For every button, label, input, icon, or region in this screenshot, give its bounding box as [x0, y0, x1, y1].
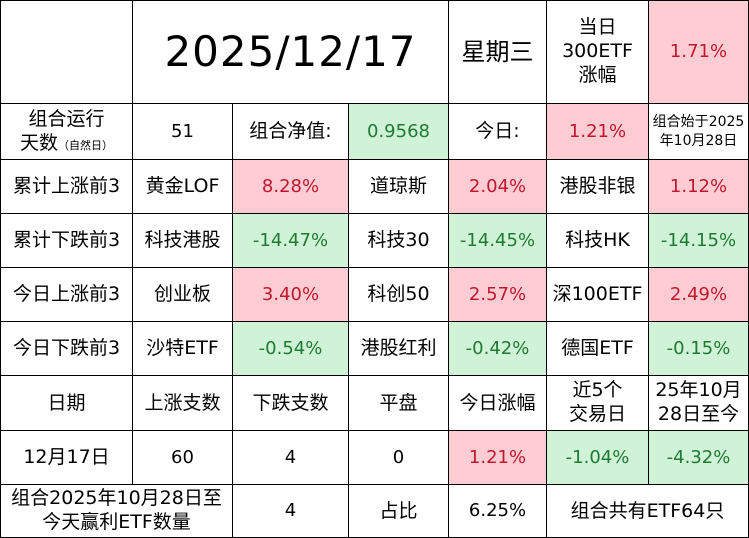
- stats-header-row: 日期 上涨支数 下跌支数 平盘 今日涨幅 近5个 交易日 25年10月 28日至…: [0, 375, 749, 431]
- stats-header-flat: 平盘: [348, 375, 449, 431]
- rank-item-name: 深100ETF: [546, 267, 649, 322]
- rank-row-label: 今日下跌前3: [0, 321, 133, 376]
- stats-header-since-line1: 25年10月: [655, 379, 742, 402]
- profitable-count-label-line1: 组合2025年10月28日至: [11, 487, 222, 510]
- rank-item-name: 港股红利: [348, 321, 449, 376]
- stats-header-since: 25年10月 28日至今: [648, 375, 749, 431]
- etf300-label-line2: 300ETF: [562, 40, 633, 63]
- rank-item-name: 德国ETF: [546, 321, 649, 376]
- ratio-value: 6.25%: [448, 484, 547, 538]
- stats-header-last5-line2: 交易日: [568, 403, 626, 425]
- rank-item-value: -0.54%: [232, 321, 349, 376]
- rank-item-value: -14.47%: [232, 213, 349, 268]
- rank-item-value: 2.04%: [448, 159, 547, 214]
- stats-up-count: 60: [132, 430, 233, 485]
- nav-value: 0.9568: [348, 103, 449, 160]
- start-date-note: 组合始于2025 年10月28日: [648, 103, 749, 160]
- rank-row-label: 累计下跌前3: [0, 213, 133, 268]
- rank-item-value: 2.57%: [448, 267, 547, 322]
- rank-item-name: 科创50: [348, 267, 449, 322]
- rank-item-value: -14.15%: [648, 213, 749, 268]
- run-days-label-text: 天数: [19, 131, 58, 154]
- rank-item-value: -0.15%: [648, 321, 749, 376]
- stats-down-count: 4: [232, 430, 349, 485]
- run-days-label-line2: 天数（自然日）: [2, 131, 132, 156]
- run-days-value: 51: [132, 103, 233, 160]
- stats-header-date: 日期: [0, 375, 133, 431]
- stats-header-today-change: 今日涨幅: [448, 375, 547, 431]
- etf300-label: 当日 300ETF 涨幅: [546, 0, 649, 104]
- start-date-note-line2: 年10月28日: [659, 132, 738, 149]
- rank-item-name: 创业板: [132, 267, 233, 322]
- stats-today-change: 1.21%: [448, 430, 547, 485]
- nav-label: 组合净值:: [232, 103, 349, 160]
- stats-since-change: -4.32%: [648, 430, 749, 485]
- today-value: 1.21%: [546, 103, 649, 160]
- stats-header-since-line2: 28日至今: [657, 403, 740, 425]
- stats-header-up: 上涨支数: [132, 375, 233, 431]
- rank-item-name: 科技30: [348, 213, 449, 268]
- stats-date: 12月17日: [0, 430, 133, 485]
- rank-item-value: -14.45%: [448, 213, 547, 268]
- rank-item-name: 黄金LOF: [132, 159, 233, 214]
- run-days-note: （自然日）: [58, 138, 113, 152]
- rank-item-value: 1.12%: [648, 159, 749, 214]
- profitable-count-value: 4: [232, 484, 349, 538]
- header-row: 2025/12/17 星期三 当日 300ETF 涨幅 1.71%: [0, 0, 749, 104]
- start-date-note-line1: 组合始于2025: [652, 114, 745, 131]
- stats-header-down: 下跌支数: [232, 375, 349, 431]
- rank-item-value: -0.42%: [448, 321, 547, 376]
- rank-row-cumulative-down: 累计下跌前3 科技港股 -14.47% 科技30 -14.45% 科技HK -1…: [0, 213, 749, 268]
- stats-header-last5-line1: 近5个: [572, 379, 623, 402]
- summary-row: 组合运行 天数（自然日） 51 组合净值: 0.9568 今日: 1.21% 组…: [0, 103, 749, 160]
- run-days-label: 组合运行 天数（自然日）: [0, 103, 133, 160]
- run-days-label-line1: 组合运行: [28, 107, 105, 130]
- etf300-label-line1: 当日: [578, 16, 617, 39]
- rank-row-today-down: 今日下跌前3 沙特ETF -0.54% 港股红利 -0.42% 德国ETF -0…: [0, 321, 749, 376]
- profitable-count-label-line2: 今天赢利ETF数量: [42, 511, 191, 533]
- rank-row-label: 今日上涨前3: [0, 267, 133, 322]
- rank-item-name: 道琼斯: [348, 159, 449, 214]
- rank-item-name: 科技HK: [546, 213, 649, 268]
- ratio-label: 占比: [348, 484, 449, 538]
- rank-item-value: 3.40%: [232, 267, 349, 322]
- header-blank-cell: [0, 0, 133, 104]
- rank-row-cumulative-up: 累计上涨前3 黄金LOF 8.28% 道琼斯 2.04% 港股非银 1.12%: [0, 159, 749, 214]
- rank-row-label: 累计上涨前3: [0, 159, 133, 214]
- stats-value-row: 12月17日 60 4 0 1.21% -1.04% -4.32%: [0, 430, 749, 485]
- rank-item-name: 沙特ETF: [132, 321, 233, 376]
- weekday: 星期三: [448, 0, 547, 104]
- etf300-change-value: 1.71%: [648, 0, 749, 104]
- rank-row-today-up: 今日上涨前3 创业板 3.40% 科创50 2.57% 深100ETF 2.49…: [0, 267, 749, 322]
- etf300-label-line3: 涨幅: [578, 63, 617, 86]
- rank-item-value: 8.28%: [232, 159, 349, 214]
- stats-header-last5: 近5个 交易日: [546, 375, 649, 431]
- stats-last5-change: -1.04%: [546, 430, 649, 485]
- total-etf-count: 组合共有ETF64只: [546, 484, 749, 538]
- stats-flat-count: 0: [348, 430, 449, 485]
- rank-item-value: 2.49%: [648, 267, 749, 322]
- rank-item-name: 科技港股: [132, 213, 233, 268]
- rank-item-name: 港股非银: [546, 159, 649, 214]
- footer-row: 组合2025年10月28日至 今天赢利ETF数量 4 占比 6.25% 组合共有…: [0, 484, 749, 538]
- today-label: 今日:: [448, 103, 547, 160]
- profitable-count-label: 组合2025年10月28日至 今天赢利ETF数量: [0, 484, 233, 538]
- report-date: 2025/12/17: [132, 0, 449, 104]
